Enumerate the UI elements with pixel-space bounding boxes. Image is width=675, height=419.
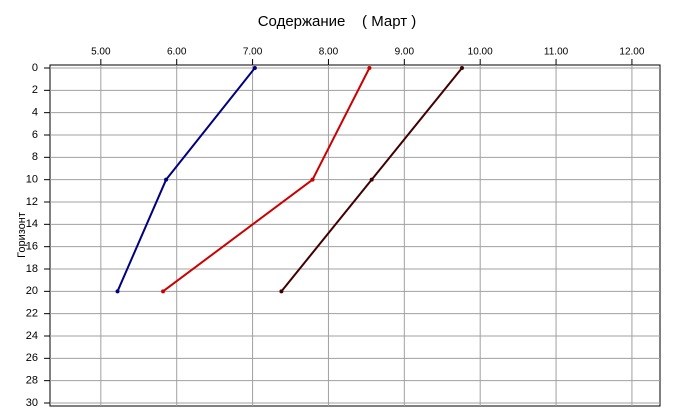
y-tick-label: 26 (26, 352, 38, 364)
x-tick-label: 8.00 (319, 47, 339, 58)
y-tick-label: 0 (32, 62, 38, 74)
plot-frame (49, 64, 661, 407)
y-tick-label: 2 (32, 84, 38, 96)
x-tick-label: 10.00 (468, 47, 493, 58)
y-tick-label: 10 (26, 174, 38, 186)
y-tick-label: 28 (26, 375, 38, 387)
data-point (367, 66, 372, 70)
y-axis-label: Горизонт (16, 212, 28, 258)
data-point (459, 66, 464, 70)
data-point (279, 289, 284, 294)
y-tick-label: 18 (26, 263, 38, 275)
data-point (115, 289, 120, 294)
y-tick-label: 22 (26, 308, 38, 320)
y-tick-label: 6 (32, 129, 38, 141)
y-tick-label: 30 (26, 397, 38, 409)
x-tick-label: 5.00 (91, 47, 111, 58)
y-tick-label: 16 (26, 241, 38, 253)
x-tick-label: 11.00 (544, 47, 569, 58)
data-point (310, 177, 315, 182)
x-tick-label: 12.00 (619, 47, 644, 58)
y-tick-label: 20 (26, 285, 38, 297)
data-point (252, 66, 257, 70)
data-point (369, 177, 374, 182)
data-point (161, 289, 166, 294)
y-tick-label: 4 (32, 107, 38, 119)
y-tick-label: 24 (26, 330, 38, 342)
y-tick-label: 12 (26, 196, 38, 208)
data-point (164, 177, 169, 182)
chart-title: Содержание ( Март ) (258, 13, 417, 30)
x-tick-label: 6.00 (167, 47, 187, 58)
x-tick-label: 9.00 (395, 47, 415, 58)
y-tick-label: 8 (32, 151, 38, 163)
y-tick-label: 14 (26, 218, 38, 230)
x-tick-label: 7.00 (243, 47, 263, 58)
